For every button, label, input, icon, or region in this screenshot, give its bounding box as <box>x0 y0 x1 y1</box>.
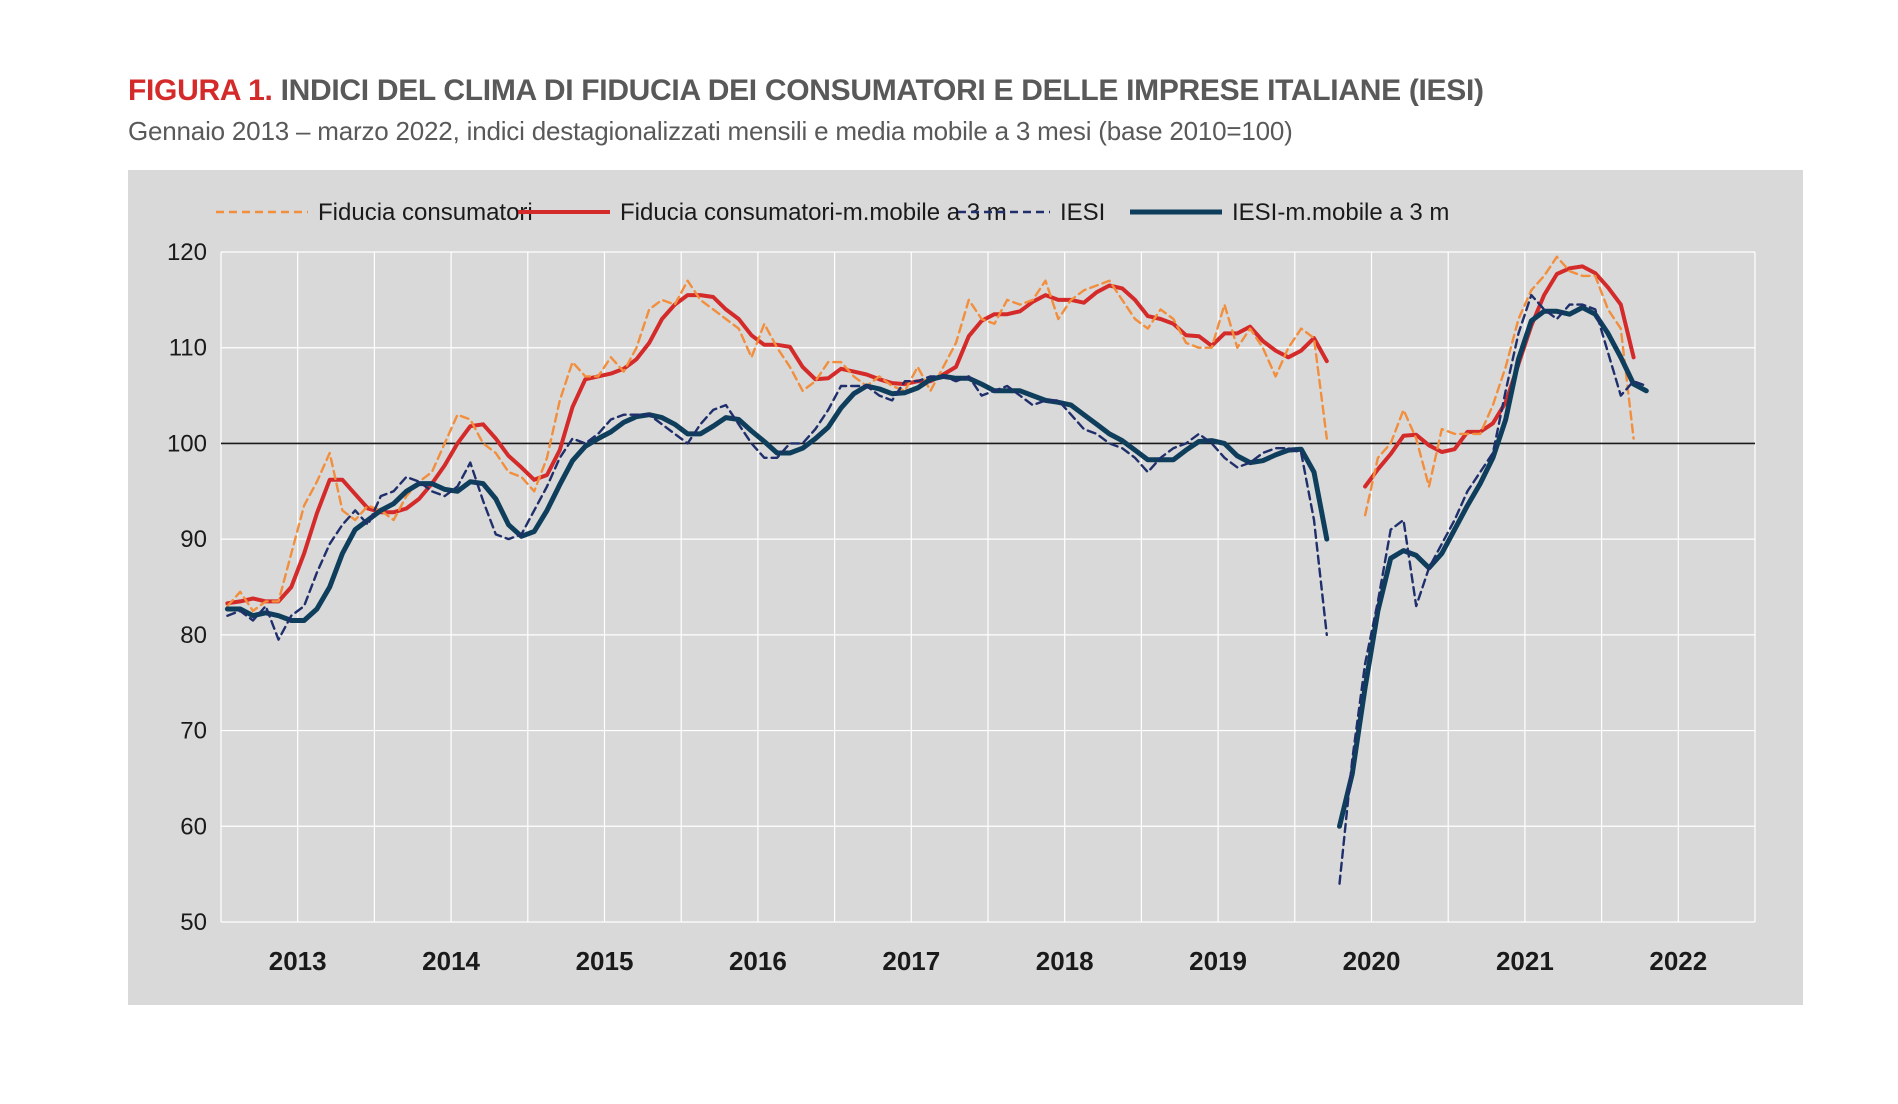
legend-label: Fiducia consumatori-m.mobile a 3 m <box>620 199 1007 226</box>
legend-label: IESI <box>1060 199 1105 226</box>
series-line-iesi <box>226 375 1328 641</box>
series-line-iesi-m-mobile-a-3-m <box>224 373 1330 623</box>
x-year-label: 2014 <box>422 946 480 976</box>
series-layer <box>224 255 1649 885</box>
series-line-iesi-m-mobile-a-3-m <box>1337 305 1649 829</box>
x-year-label: 2020 <box>1343 946 1401 976</box>
legend-label: Fiducia consumatori <box>318 199 533 226</box>
legend-layer: Fiducia consumatori Fiducia consumatori-m… <box>216 199 1449 226</box>
x-year-label: 2019 <box>1189 946 1247 976</box>
figure-title: FIGURA 1. INDICI DEL CLIMA DI FIDUCIA DE… <box>128 74 1484 108</box>
x-year-label: 2021 <box>1496 946 1554 976</box>
y-tick-label: 80 <box>180 622 207 649</box>
x-year-label: 2017 <box>882 946 940 976</box>
y-tick-label: 110 <box>169 335 207 362</box>
y-tick-label: 120 <box>167 239 207 266</box>
series-line-fiducia-consumatori-m-mobile-a-3-m <box>225 264 1636 606</box>
figure-subtitle: Gennaio 2013 – marzo 2022, indici destag… <box>128 116 1293 146</box>
y-tick-label: 60 <box>180 813 207 840</box>
x-year-label: 2018 <box>1036 946 1094 976</box>
series-line-fiducia-consumatori <box>226 255 1635 613</box>
axis-layer: 50 60 70 80 90 100 110 120 2013 2014 2015 2016 2017 2… <box>167 239 1707 976</box>
y-tick-label: 50 <box>180 909 207 936</box>
figure-label: FIGURA 1. <box>128 74 273 107</box>
series-line-iesi <box>1338 293 1648 885</box>
y-tick-label: 90 <box>180 526 207 553</box>
x-year-label: 2013 <box>269 946 327 976</box>
legend-label: IESI-m.mobile a 3 m <box>1232 199 1449 226</box>
x-year-label: 2022 <box>1649 946 1707 976</box>
chart-panel: 50 60 70 80 90 100 110 120 2013 2014 2015 2016 2017 2… <box>128 170 1803 1005</box>
grid-layer <box>220 251 1756 923</box>
chart-svg: 50 60 70 80 90 100 110 120 2013 2014 2015 2016 2017 2… <box>167 199 1756 976</box>
x-year-label: 2015 <box>576 946 634 976</box>
x-year-label: 2016 <box>729 946 787 976</box>
y-tick-label: 100 <box>167 430 207 457</box>
figure-title-text: INDICI DEL CLIMA DI FIDUCIA DEI CONSUMAT… <box>280 74 1484 107</box>
y-tick-label: 70 <box>180 718 207 745</box>
